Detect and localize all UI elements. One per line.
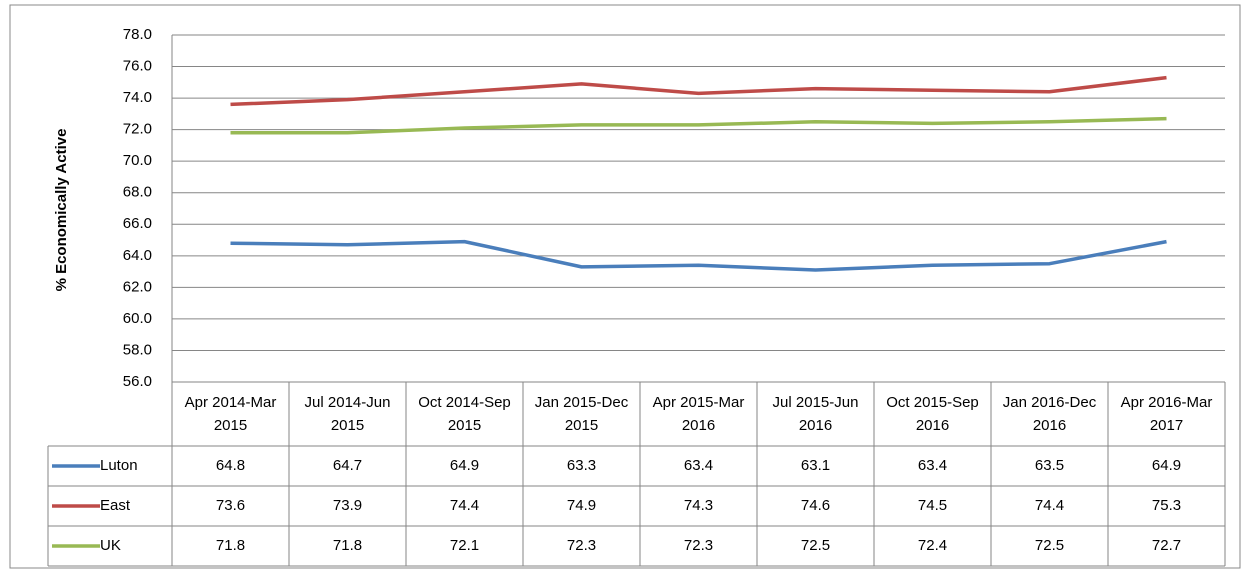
category-label: Apr 2014-Mar 2015 bbox=[184, 394, 277, 434]
y-tick-label: 70.0 bbox=[123, 152, 152, 169]
category-label: Jul 2014-Jun 2015 bbox=[304, 394, 391, 434]
y-axis-title: % Economically Active bbox=[53, 129, 70, 292]
chart-border bbox=[9, 4, 1241, 569]
table-value: 63.4 bbox=[918, 457, 947, 474]
legend-label: Luton bbox=[100, 457, 138, 474]
y-tick-label: 68.0 bbox=[123, 184, 152, 201]
y-tick-label: 62.0 bbox=[123, 278, 152, 295]
table-value: 71.8 bbox=[333, 537, 362, 554]
table-value: 74.4 bbox=[1035, 497, 1064, 514]
table-value: 72.3 bbox=[567, 537, 596, 554]
table-value: 72.7 bbox=[1152, 537, 1181, 554]
legend-label: East bbox=[100, 497, 131, 514]
category-label: Jan 2015-Dec 2015 bbox=[534, 394, 629, 434]
table-value: 63.4 bbox=[684, 457, 713, 474]
y-tick-label: 74.0 bbox=[123, 89, 152, 106]
table-value: 64.9 bbox=[450, 457, 479, 474]
category-label: Jul 2015-Jun 2016 bbox=[772, 394, 859, 434]
table-value: 74.4 bbox=[450, 497, 479, 514]
table-value: 73.9 bbox=[333, 497, 362, 514]
category-label: Apr 2015-Mar 2016 bbox=[652, 394, 745, 434]
series-line bbox=[230, 75, 1167, 107]
table-value: 74.3 bbox=[684, 497, 713, 514]
table-value: 63.5 bbox=[1035, 457, 1064, 474]
y-tick-label: 56.0 bbox=[123, 373, 152, 390]
y-tick-label: 66.0 bbox=[123, 215, 152, 232]
table-value: 64.7 bbox=[333, 457, 362, 474]
table-value: 74.6 bbox=[801, 497, 830, 514]
table-value: 71.8 bbox=[216, 537, 245, 554]
category-label: Oct 2015-Sep 2016 bbox=[886, 394, 979, 434]
y-tick-label: 64.0 bbox=[123, 247, 152, 264]
table-value: 74.5 bbox=[918, 497, 947, 514]
table-value: 64.8 bbox=[216, 457, 245, 474]
table-value: 72.5 bbox=[801, 537, 830, 554]
table-value: 64.9 bbox=[1152, 457, 1181, 474]
legend-label: UK bbox=[100, 537, 121, 554]
table-value: 72.3 bbox=[684, 537, 713, 554]
y-tick-label: 78.0 bbox=[123, 26, 152, 43]
table-value: 75.3 bbox=[1152, 497, 1181, 514]
table-value: 63.1 bbox=[801, 457, 830, 474]
category-label: Oct 2014-Sep 2015 bbox=[418, 394, 511, 434]
series-line bbox=[230, 239, 1167, 272]
category-label: Jan 2016-Dec 2016 bbox=[1002, 394, 1097, 434]
y-tick-label: 72.0 bbox=[123, 121, 152, 138]
series-line bbox=[230, 116, 1167, 135]
table-value: 74.9 bbox=[567, 497, 596, 514]
table-value: 63.3 bbox=[567, 457, 596, 474]
table-value: 73.6 bbox=[216, 497, 245, 514]
y-tick-label: 60.0 bbox=[123, 310, 152, 327]
y-tick-label: 76.0 bbox=[123, 58, 152, 75]
table-value: 72.4 bbox=[918, 537, 947, 554]
y-tick-label: 58.0 bbox=[123, 341, 152, 358]
table-value: 72.5 bbox=[1035, 537, 1064, 554]
category-label: Apr 2016-Mar 2017 bbox=[1120, 394, 1213, 434]
table-value: 72.1 bbox=[450, 537, 479, 554]
